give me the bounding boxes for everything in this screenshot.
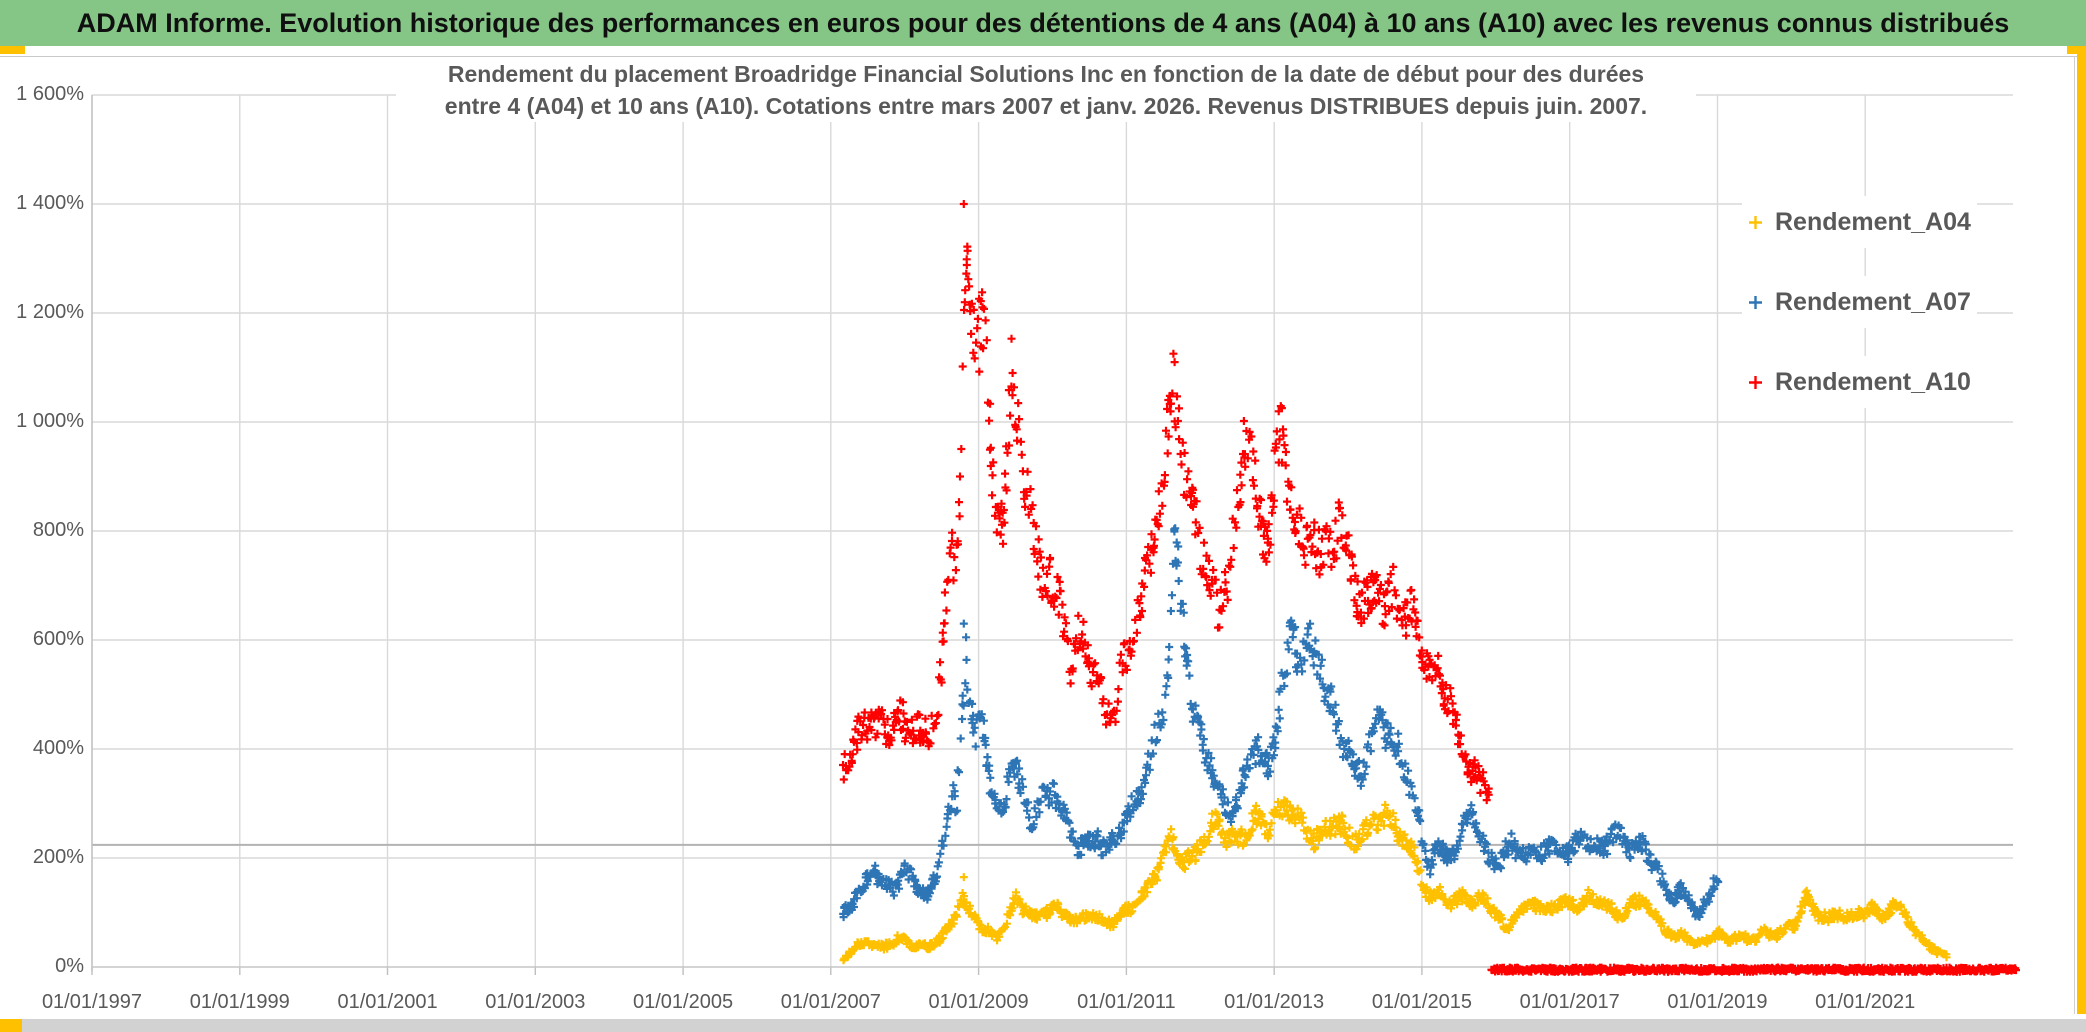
banner: ADAM Informe. Evolution historique des p… <box>0 0 2086 46</box>
x-tick-label: 01/01/2003 <box>485 991 586 1013</box>
divider-line <box>0 56 2086 57</box>
y-tick-label: 200% <box>32 846 84 868</box>
x-tick-label: 01/01/2015 <box>1371 991 1472 1013</box>
y-tick-label: 1 000% <box>16 410 84 432</box>
right-border-line <box>2074 56 2075 1014</box>
y-tick-label: 800% <box>32 519 84 541</box>
legend-item[interactable]: Rendement_A10 <box>1742 356 1977 408</box>
x-tick-label: 01/01/2019 <box>1667 991 1768 1013</box>
plus-marker-icon <box>1749 375 1762 389</box>
y-tick-label: 1 400% <box>16 192 84 214</box>
plus-marker-icon <box>1749 295 1762 309</box>
accent-strip-right <box>2077 54 2086 1014</box>
legend-label: Rendement_A10 <box>1775 367 1971 396</box>
chart-title: Rendement du placement Broadridge Financ… <box>396 58 1696 122</box>
x-tick-label: 01/01/1997 <box>41 991 143 1013</box>
x-tick-label: 01/01/2005 <box>633 991 734 1013</box>
y-tick-label: 400% <box>32 737 84 759</box>
plus-marker-icon <box>1749 215 1762 229</box>
y-tick-label: 600% <box>32 628 84 650</box>
x-tick-label: 01/01/2021 <box>1815 991 1916 1013</box>
accent-square-right <box>2067 46 2086 54</box>
accent-square-left <box>0 46 25 54</box>
bottom-bar <box>0 1019 2086 1032</box>
chart-title-line1: Rendement du placement Broadridge Financ… <box>447 61 1645 87</box>
y-tick-label: 1 600% <box>16 83 84 105</box>
accent-square-bottom <box>0 1019 22 1032</box>
x-tick-label: 01/01/2013 <box>1224 991 1325 1013</box>
x-tick-label: 01/01/1999 <box>189 991 290 1013</box>
legend-label: Rendement_A07 <box>1775 287 1971 316</box>
legend: Rendement_A04 Rendement_A07 Rendement_A10 <box>1742 196 1977 436</box>
series-Rendement_A10 <box>839 200 2020 976</box>
x-tick-label: 01/01/2007 <box>780 991 881 1013</box>
series-Rendement_A07 <box>839 524 1723 922</box>
legend-item[interactable]: Rendement_A07 <box>1742 276 1977 328</box>
x-tick-label: 01/01/2001 <box>337 991 438 1013</box>
legend-label: Rendement_A04 <box>1775 207 1971 236</box>
banner-title: ADAM Informe. Evolution historique des p… <box>76 7 2010 38</box>
y-tick-label: 1 200% <box>16 301 84 323</box>
legend-item[interactable]: Rendement_A04 <box>1742 196 1977 248</box>
x-tick-label: 01/01/2009 <box>928 991 1029 1013</box>
chart-title-line2: entre 4 (A04) et 10 ans (A10). Cotations… <box>444 93 1648 119</box>
x-tick-label: 01/01/2011 <box>1077 991 1176 1013</box>
y-tick-label: 0% <box>55 955 84 977</box>
x-tick-label: 01/01/2017 <box>1519 991 1620 1013</box>
series-Rendement_A04 <box>839 796 1951 965</box>
